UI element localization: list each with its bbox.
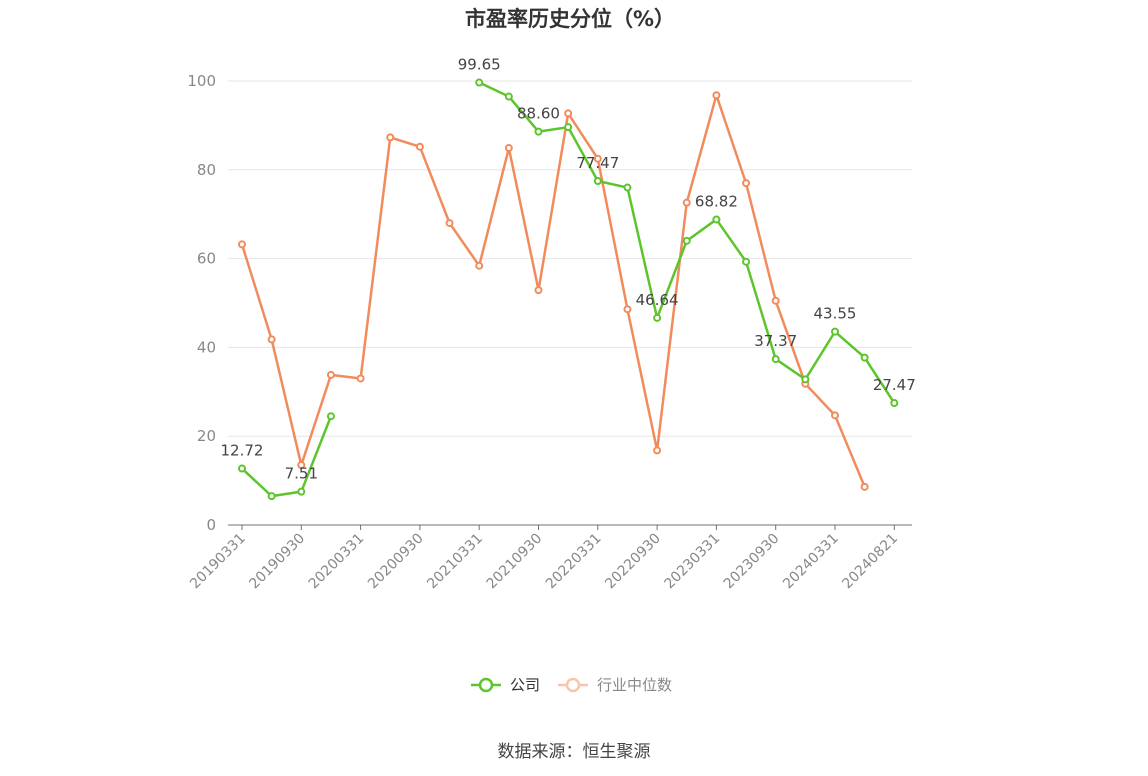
data-point[interactable] [653, 446, 662, 455]
data-label: 37.37 [754, 332, 797, 350]
grid-lines [228, 80, 912, 437]
y-tick-label: 40 [197, 338, 216, 356]
y-tick-label: 20 [197, 427, 216, 445]
data-point[interactable] [593, 177, 602, 186]
data-point[interactable] [682, 236, 691, 245]
x-tick-label: 20190930 [246, 531, 308, 593]
legend-label: 行业中位数 [597, 676, 672, 694]
series-industry-median [238, 91, 869, 491]
series-layer [238, 78, 899, 501]
data-label: 12.72 [221, 442, 264, 460]
data-point[interactable] [386, 133, 395, 142]
x-tick-label: 20220930 [602, 531, 664, 593]
data-point[interactable] [238, 464, 246, 473]
data-point[interactable] [712, 215, 721, 224]
legend-marker-icon [478, 677, 494, 693]
data-label: 7.51 [285, 465, 318, 483]
x-tick-label: 20210930 [484, 531, 546, 593]
axes: 0 20 40 60 80 100 2019033120190930202003312020… [187, 72, 912, 592]
data-point[interactable] [534, 286, 543, 295]
data-point[interactable] [742, 257, 751, 266]
x-tick-label: 20210331 [424, 531, 486, 593]
data-label: 68.82 [695, 192, 738, 210]
data-point[interactable] [801, 375, 810, 384]
data-point[interactable] [653, 313, 662, 322]
data-point[interactable] [831, 327, 839, 336]
data-point[interactable] [504, 92, 513, 101]
data-label: 43.55 [814, 305, 857, 323]
data-point[interactable] [267, 492, 276, 501]
y-tick-label: 60 [197, 250, 216, 268]
legend-label: 公司 [510, 676, 540, 694]
series-line [241, 415, 333, 498]
data-point[interactable] [297, 487, 306, 496]
data-point[interactable] [771, 296, 780, 305]
data-point[interactable] [267, 335, 276, 344]
data-point[interactable] [860, 353, 869, 362]
data-point[interactable] [326, 370, 335, 379]
data-label: 99.65 [458, 56, 501, 74]
data-labels: 12.72 7.51 99.65 88.60 77.47 46.64 68.82 37.37 4… [221, 56, 916, 483]
data-point[interactable] [356, 374, 365, 383]
data-point[interactable] [593, 154, 602, 163]
x-tick-label: 20200331 [306, 531, 368, 593]
data-source: 数据来源：恒生聚源 [498, 742, 651, 762]
data-label: 77.47 [576, 154, 619, 172]
data-point[interactable] [534, 127, 543, 136]
data-label: 46.64 [636, 291, 679, 309]
y-tick-label: 100 [187, 72, 216, 90]
y-tick-label: 0 [206, 516, 216, 534]
legend[interactable]: 公司 行业中位数 [471, 676, 672, 694]
data-point[interactable] [712, 91, 721, 100]
x-tick-label: 20200930 [365, 531, 427, 593]
series-company [238, 78, 899, 501]
data-point[interactable] [771, 355, 780, 364]
data-point[interactable] [415, 142, 424, 151]
chart-title: 市盈率历史分位（%） [465, 7, 675, 31]
data-point[interactable] [564, 109, 573, 118]
legend-item-industry-median[interactable]: 行业中位数 [558, 676, 672, 694]
data-point[interactable] [475, 261, 484, 270]
x-tick-label: 20240331 [780, 531, 842, 593]
data-point[interactable] [860, 482, 869, 491]
data-point[interactable] [682, 198, 691, 207]
y-tick-label: 80 [197, 161, 216, 179]
data-label: 27.47 [873, 376, 916, 394]
x-tick-label: 20190331 [187, 531, 249, 593]
series-line [240, 93, 866, 488]
x-tick-label: 20230930 [721, 531, 783, 593]
data-point[interactable] [475, 78, 484, 87]
data-point[interactable] [297, 461, 306, 470]
data-label: 88.60 [517, 105, 560, 123]
x-tick-label: 20220331 [543, 531, 605, 593]
x-tick-label: 20230331 [662, 531, 724, 593]
data-point[interactable] [238, 240, 246, 249]
data-point[interactable] [831, 411, 839, 420]
x-tick-label: 20240821 [839, 531, 901, 593]
data-point[interactable] [445, 219, 454, 228]
data-point[interactable] [504, 144, 513, 153]
data-point[interactable] [623, 305, 632, 314]
data-point[interactable] [623, 183, 632, 192]
legend-item-company[interactable]: 公司 [471, 676, 540, 694]
data-point[interactable] [742, 179, 751, 188]
data-point[interactable] [890, 399, 899, 408]
legend-marker-icon [565, 677, 581, 693]
data-point[interactable] [326, 412, 335, 421]
data-point[interactable] [564, 123, 573, 132]
